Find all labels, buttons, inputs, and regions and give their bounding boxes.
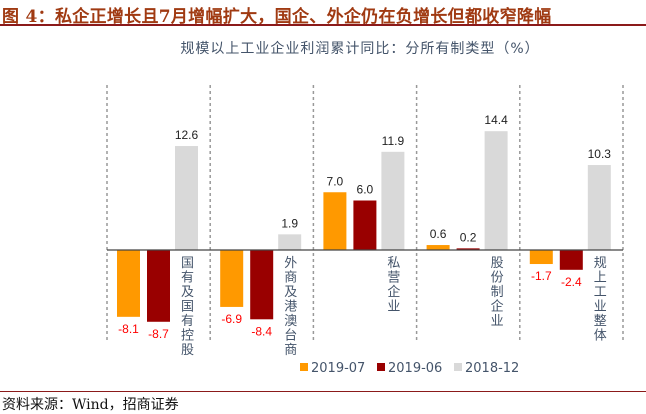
- legend-swatch-2019-07: [300, 363, 308, 371]
- data-label: -8.1: [118, 322, 139, 336]
- bar-2018-12-1: [278, 234, 302, 250]
- bar-2018-12-0: [175, 146, 198, 250]
- data-label: 10.3: [588, 147, 612, 161]
- category-label: 规上工业整体: [594, 256, 607, 344]
- data-label: 12.6: [175, 128, 199, 142]
- source-divider: [0, 391, 646, 392]
- title-divider: [0, 24, 646, 26]
- bar-2019-07-2: [323, 192, 347, 250]
- bar-2019-07-0: [117, 250, 140, 317]
- bar-2019-06-1: [250, 250, 274, 320]
- data-label: 1.9: [281, 216, 298, 230]
- legend-label: 2019-07: [311, 361, 365, 376]
- data-label: -8.4: [251, 324, 272, 338]
- category-label: 股份制企业: [491, 256, 504, 329]
- bar-2019-06-2: [353, 200, 377, 250]
- legend-label: 2018-12: [465, 361, 519, 376]
- data-label: 0.6: [430, 227, 447, 241]
- bar-2018-12-4: [587, 165, 611, 250]
- data-label: 11.9: [382, 134, 405, 148]
- category-label: 外商及港澳台商: [284, 256, 297, 358]
- bar-2019-07-4: [529, 250, 553, 265]
- legend-label: 2019-06: [388, 361, 442, 376]
- category-label: 私营企业: [387, 256, 400, 315]
- figure-title: 图 4：私企正增长且7月增幅扩大，国企、外企仍在负增长但都收窄降幅: [2, 7, 552, 27]
- legend-swatch-2019-06: [377, 363, 385, 371]
- bar-2018-12-2: [381, 151, 405, 250]
- bar-2019-07-3: [426, 245, 450, 250]
- data-label: -2.4: [561, 275, 582, 289]
- bar-2019-06-4: [559, 250, 583, 270]
- source-note: 资料来源：Wind，招商证券: [2, 397, 179, 413]
- legend-swatch-2018-12: [454, 363, 462, 371]
- data-label: 7.0: [327, 174, 344, 188]
- bar-2019-06-3: [456, 248, 480, 250]
- data-label: -8.7: [148, 327, 169, 341]
- category-label: 国有及国有控股: [181, 256, 194, 358]
- data-label: 6.0: [357, 183, 374, 197]
- bar-2018-12-3: [484, 131, 508, 250]
- data-label: 0.2: [460, 230, 477, 244]
- data-label: -1.7: [531, 269, 552, 283]
- bar-2019-06-0: [147, 250, 170, 322]
- chart-title: 规模以上工业企业利润累计同比：分所有制类型（%）: [180, 40, 539, 57]
- data-label: 14.4: [484, 113, 508, 127]
- data-label: -6.9: [221, 312, 242, 326]
- bar-2019-07-1: [220, 250, 244, 307]
